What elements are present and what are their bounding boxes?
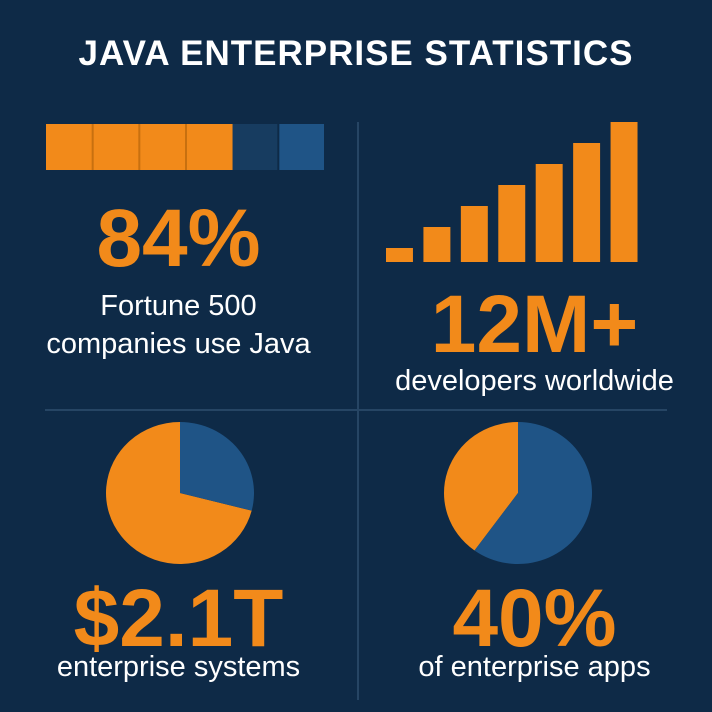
horizontal-divider <box>45 409 667 411</box>
stat-value-developers: 12M+ <box>430 279 639 370</box>
page-title: JAVA ENTERPRISE STATISTICS <box>78 34 634 73</box>
stat-label-developers: developers worldwide <box>395 365 674 397</box>
pie-slice-1 <box>106 422 252 564</box>
bar-segment-4 <box>186 124 233 170</box>
growth-bar-4 <box>498 185 526 262</box>
segmented-progress-bar <box>46 124 324 170</box>
growth-bar-chart <box>386 122 638 262</box>
stat-label-enterprise-apps: of enterprise apps <box>418 651 651 683</box>
pie-chart-enterprise-systems <box>106 422 254 564</box>
bar-segment-3 <box>139 124 186 170</box>
growth-bar-6 <box>573 143 601 262</box>
growth-bar-7 <box>610 122 638 262</box>
pie-slice-2 <box>474 422 593 564</box>
pie-chart-enterprise-apps <box>444 422 593 564</box>
growth-bar-2 <box>423 227 451 262</box>
stat-value-fortune: 84% <box>96 193 261 284</box>
stat-label-enterprise-systems: enterprise systems <box>56 651 301 683</box>
bar-segment-1 <box>46 124 93 170</box>
bar-segment-2 <box>92 124 140 170</box>
bar-segment-6 <box>279 124 324 170</box>
bar-segment-separator <box>138 124 141 170</box>
pie-slice-1 <box>444 422 518 551</box>
bar-segment-5 <box>232 124 278 170</box>
stat-label-fortune-line1: Fortune 500 <box>100 290 257 322</box>
bar-segment-separator <box>91 124 94 170</box>
stat-value-enterprise-apps: 40% <box>452 573 617 664</box>
stat-value-enterprise-systems: $2.1T <box>73 573 284 664</box>
growth-bar-3 <box>460 206 488 262</box>
bar-segment-separator <box>185 124 187 170</box>
pie-slice-2 <box>180 422 254 511</box>
growth-bar-1 <box>386 248 413 262</box>
stat-label-fortune-line2: companies use Java <box>46 328 311 360</box>
growth-bar-5 <box>535 164 563 262</box>
vertical-divider <box>357 122 359 700</box>
